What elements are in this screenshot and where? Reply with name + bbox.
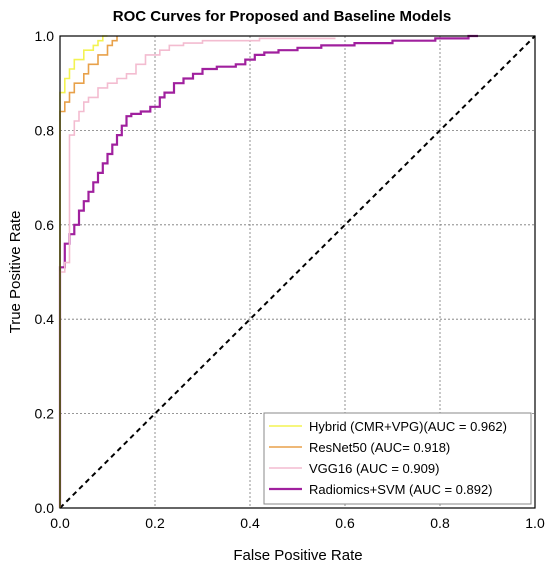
- legend-entry-label: Hybrid (CMR+VPG)(AUC = 0.962): [309, 419, 507, 434]
- x-tick-label: 0.8: [430, 515, 450, 531]
- y-axis-label: True Positive Rate: [7, 211, 24, 334]
- roc-curve-line: [59, 35, 108, 508]
- roc-curve-line: [59, 37, 336, 508]
- x-tick-label: 0.2: [145, 515, 165, 531]
- axis-ticks: 0.0 0.2 0.4 0.6 0.8 1.0 0.0 0.2 0.4 0.6 0.8 1.0: [35, 28, 545, 531]
- legend-box: [263, 412, 532, 505]
- y-tick-label: 0.8: [35, 122, 55, 138]
- y-tick-label: 0.0: [35, 500, 55, 516]
- legend: Hybrid (CMR+VPG)(AUC = 0.962) ResNet50 (A…: [263, 412, 532, 505]
- x-tick-label: 0.0: [50, 515, 70, 531]
- roc-curves: [58, 34, 536, 509]
- x-tick-label: 0.4: [240, 515, 260, 531]
- x-axis-label: False Positive Rate: [233, 547, 362, 564]
- chance-diagonal-line: [59, 35, 536, 509]
- roc-curve-line: [59, 36, 118, 508]
- legend-entry-label: VGG16 (AUC = 0.909): [309, 461, 439, 476]
- chart-title: ROC Curves for Proposed and Baseline Mod…: [113, 8, 451, 25]
- x-tick-label: 1.0: [525, 515, 545, 531]
- x-tick-label: 0.6: [335, 515, 355, 531]
- y-tick-label: 0.4: [35, 311, 55, 327]
- y-tick-label: 0.6: [35, 217, 55, 233]
- plot-frame: [59, 35, 536, 509]
- roc-curve-line: [58, 34, 478, 508]
- y-tick-label: 0.2: [35, 406, 55, 422]
- legend-entry-label: ResNet50 (AUC= 0.918): [309, 440, 450, 455]
- legend-entry-label: Radiomics+SVM (AUC = 0.892): [309, 482, 493, 497]
- y-tick-label: 1.0: [35, 28, 55, 44]
